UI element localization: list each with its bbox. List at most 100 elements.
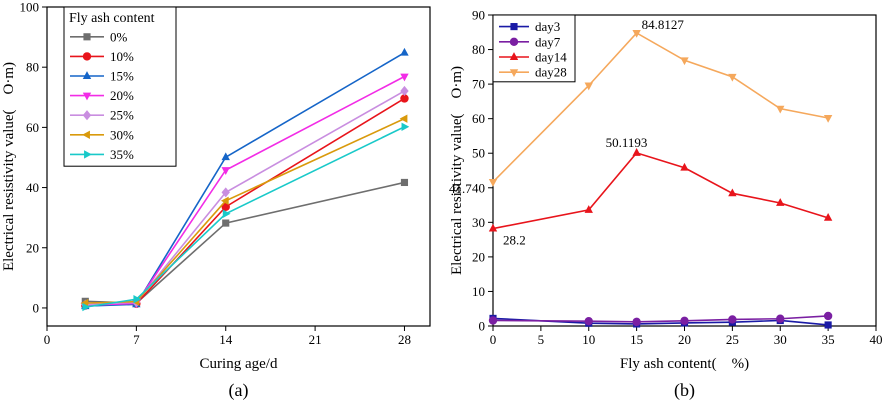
y-tick-label: 70 bbox=[472, 77, 485, 92]
legend-marker bbox=[82, 92, 92, 101]
data-point bbox=[680, 316, 689, 326]
chart-panel-1: 0 7 14 21 28 0 20 40 60 80 100 Curing age/d Electric… bbox=[1, 0, 431, 401]
data-label: 50.1193 bbox=[606, 135, 648, 150]
x-tick-label: 40 bbox=[870, 332, 883, 347]
x-axis-label: Curing age/d bbox=[200, 356, 278, 372]
y-tick-label: 30 bbox=[472, 215, 485, 230]
legend-marker bbox=[82, 130, 90, 139]
y-tick-label: 20 bbox=[472, 249, 485, 264]
legend-marker bbox=[83, 33, 91, 41]
legend-label: 10% bbox=[110, 49, 134, 64]
y-tick-label: 80 bbox=[472, 42, 485, 57]
y-tick-label: 80 bbox=[26, 60, 39, 75]
legend-label: 35% bbox=[110, 147, 134, 162]
series-line bbox=[85, 181, 405, 304]
data-point bbox=[220, 196, 229, 206]
x-tick-label: 25 bbox=[726, 332, 739, 347]
series-0% bbox=[81, 178, 409, 307]
data-point bbox=[222, 219, 230, 227]
series-line bbox=[492, 151, 829, 230]
legend-label: day28 bbox=[535, 65, 567, 80]
legend-marker bbox=[509, 52, 519, 60]
x-tick-label: 15 bbox=[630, 332, 643, 347]
legend-marker bbox=[509, 69, 519, 78]
x-tick-label: 7 bbox=[133, 332, 140, 347]
x-tick-label: 28 bbox=[398, 332, 411, 347]
x-tick-label: 5 bbox=[538, 332, 545, 347]
legend-marker bbox=[82, 52, 92, 61]
panel-label: (b) bbox=[674, 380, 695, 401]
x-tick-label: 10 bbox=[582, 332, 595, 347]
series-day28 bbox=[488, 30, 833, 187]
legend-marker bbox=[82, 71, 92, 79]
data-label: 84.8127 bbox=[642, 17, 685, 32]
data-point bbox=[632, 148, 641, 156]
legend-marker bbox=[510, 23, 518, 31]
data-point bbox=[728, 188, 737, 197]
y-tick-label: 60 bbox=[26, 120, 39, 135]
legend-marker bbox=[82, 110, 92, 121]
chart-panel-2: 0 5 10 15 20 25 30 35 40 0 10 20 30 40 50 60 70 80 90 Fly a… bbox=[449, 8, 883, 402]
x-tick-label: 14 bbox=[219, 332, 233, 347]
data-point bbox=[222, 209, 231, 218]
data-point bbox=[401, 122, 410, 131]
legend-marker bbox=[509, 37, 519, 46]
data-point bbox=[823, 213, 833, 221]
y-tick-label: 100 bbox=[20, 0, 40, 15]
legend-label: 0% bbox=[110, 29, 128, 44]
y-tick-label: 40 bbox=[472, 180, 485, 195]
x-tick-label: 20 bbox=[678, 332, 691, 347]
series-35% bbox=[82, 122, 410, 312]
plot-frame bbox=[46, 6, 431, 327]
y-tick-label: 0 bbox=[33, 300, 40, 315]
panel-label: (a) bbox=[229, 380, 249, 401]
data-point bbox=[221, 202, 230, 212]
data-point bbox=[776, 314, 785, 323]
data-point bbox=[824, 321, 832, 329]
data-label: 28.2 bbox=[503, 233, 526, 248]
data-point bbox=[776, 198, 785, 206]
data-point bbox=[728, 73, 737, 82]
legend-label: 25% bbox=[110, 108, 134, 123]
data-point bbox=[823, 115, 833, 123]
y-tick-label: 50 bbox=[472, 146, 485, 161]
data-point bbox=[400, 73, 409, 82]
data-point bbox=[584, 82, 593, 91]
y-tick-label: 10 bbox=[472, 284, 485, 299]
data-point bbox=[680, 162, 689, 171]
data-label: 41.7 bbox=[449, 181, 472, 196]
data-point bbox=[823, 311, 833, 321]
data-point bbox=[400, 47, 409, 56]
data-point bbox=[488, 316, 498, 325]
series-day14 bbox=[488, 148, 833, 232]
data-point bbox=[632, 30, 641, 38]
x-tick-label: 30 bbox=[774, 332, 787, 347]
legend-marker bbox=[84, 150, 92, 159]
legend-box bbox=[63, 6, 177, 167]
data-point bbox=[632, 317, 641, 327]
x-tick-label: 0 bbox=[490, 332, 497, 347]
series-line bbox=[85, 126, 405, 308]
legend-label: day14 bbox=[535, 50, 567, 65]
x-tick-label: 21 bbox=[309, 332, 322, 347]
data-point bbox=[133, 295, 142, 304]
data-point bbox=[776, 105, 785, 114]
data-point bbox=[400, 94, 409, 103]
legend-label: 15% bbox=[110, 69, 134, 84]
series-line bbox=[85, 52, 405, 307]
legend: Fly ash content 0% 10% 15% 20% 25% 30% 35% bbox=[63, 6, 177, 167]
legend-label: day3 bbox=[535, 19, 560, 34]
legend-label: 20% bbox=[110, 88, 134, 103]
legend-label: 30% bbox=[110, 127, 134, 142]
data-point bbox=[728, 315, 737, 324]
data-point bbox=[400, 178, 409, 187]
x-axis-label: Fly ash content( %) bbox=[620, 356, 749, 372]
y-tick-label: 90 bbox=[472, 8, 485, 23]
y-axis-label: Electrical resistivity value( O·m) bbox=[449, 66, 465, 275]
data-point bbox=[399, 114, 408, 123]
x-tick-label: 0 bbox=[44, 332, 51, 347]
data-point bbox=[400, 85, 409, 97]
x-tick-label: 35 bbox=[822, 332, 835, 347]
